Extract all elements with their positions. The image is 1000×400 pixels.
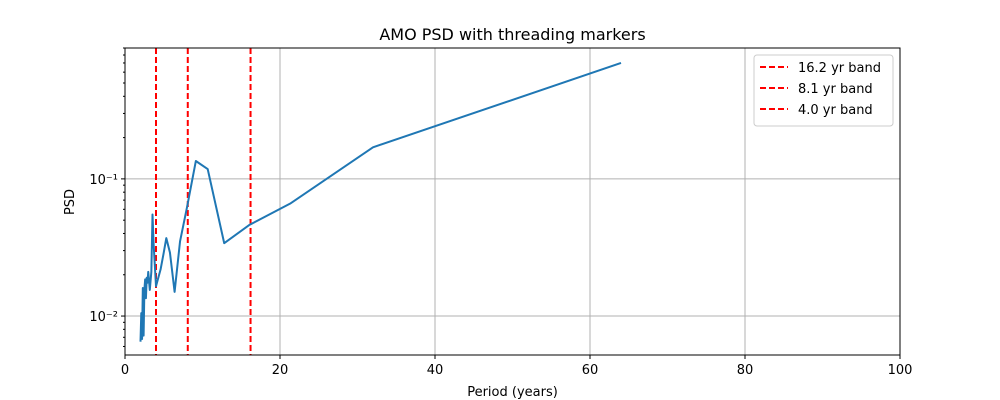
- legend: 16.2 yr band 8.1 yr band 4.0 yr band: [753, 54, 894, 127]
- x-tick-label: 100: [888, 363, 913, 378]
- band-markers: [155, 48, 252, 355]
- x-axis-ticks: 0 20 40 60 80 100: [121, 355, 913, 378]
- psd-series-line: [139, 62, 622, 342]
- y-axis-ticks: 10⁻² 10⁻¹: [89, 47, 125, 347]
- legend-box: [753, 54, 894, 127]
- x-axis-label: Period (years): [467, 385, 558, 400]
- x-tick-label: 0: [121, 363, 129, 378]
- series-layer: [139, 62, 622, 342]
- legend-label: 16.2 yr band: [798, 61, 881, 76]
- chart-title: AMO PSD with threading markers: [379, 25, 645, 44]
- plot-frame: [124, 47, 901, 356]
- x-tick-label: 40: [427, 363, 444, 378]
- x-tick-label: 20: [272, 363, 289, 378]
- y-axis-label: PSD: [63, 189, 78, 215]
- y-tick-label: 10⁻¹: [89, 173, 118, 188]
- x-tick-label: 60: [582, 363, 599, 378]
- y-tick-label: 10⁻²: [89, 310, 118, 325]
- legend-label: 8.1 yr band: [798, 82, 873, 97]
- x-tick-label: 80: [737, 363, 754, 378]
- legend-label: 4.0 yr band: [798, 103, 873, 118]
